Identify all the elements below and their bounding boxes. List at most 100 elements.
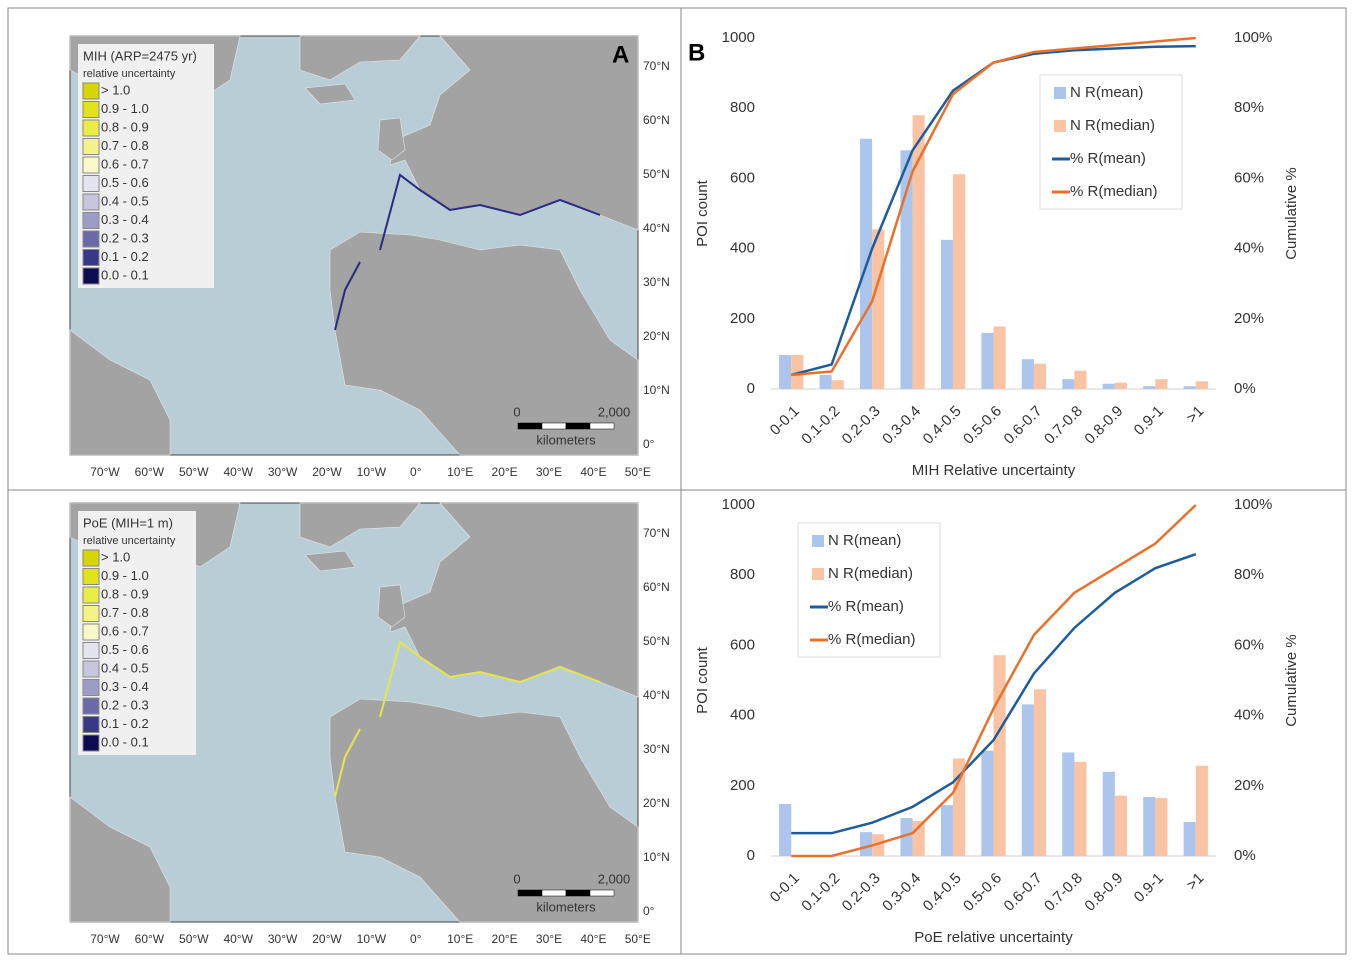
legend-swatch [83, 735, 99, 751]
lon-label: 10°E [447, 932, 473, 946]
legend-label: 0.9 - 1.0 [101, 101, 149, 116]
bar [1022, 704, 1034, 856]
legend-label: 0.9 - 1.0 [101, 568, 149, 583]
legend-title: PoE (MIH=1 m) [83, 515, 173, 530]
lon-label: 50°E [625, 465, 651, 479]
scale-bar [518, 890, 542, 896]
bar [953, 174, 965, 389]
scale-label: kilometers [536, 432, 596, 447]
panel-label: A [612, 41, 629, 68]
y2-tick-label: 100% [1234, 496, 1272, 513]
bar [941, 240, 953, 389]
lat-label: 50°N [643, 167, 670, 181]
lon-label: 30°E [536, 465, 562, 479]
legend-swatch [83, 717, 99, 733]
lat-label: 10°N [643, 383, 670, 397]
legend-subtitle: relative uncertainty [83, 68, 176, 80]
lon-label: 10°W [357, 465, 387, 479]
lon-label: 60°W [135, 932, 165, 946]
legend-label: % R(mean) [1070, 150, 1146, 167]
legend-swatch [83, 569, 99, 585]
scale-bar [590, 423, 614, 429]
legend-swatch [83, 698, 99, 714]
legend-label: 0.0 - 0.1 [101, 734, 149, 749]
scale-bar [542, 890, 566, 896]
lon-label: 40°W [223, 932, 253, 946]
legend-label: N R(median) [828, 565, 913, 582]
y-tick-label: 1000 [722, 496, 755, 513]
x-axis-label: MIH Relative uncertainty [912, 462, 1076, 479]
y2-tick-label: 80% [1234, 566, 1264, 583]
y2-tick-label: 40% [1234, 707, 1264, 724]
lon-label: 50°W [179, 932, 209, 946]
legend-swatch [812, 535, 824, 547]
legend-label: 0.1 - 0.2 [101, 249, 149, 264]
legend-label: 0.4 - 0.5 [101, 660, 149, 675]
scale-bar [518, 423, 542, 429]
y2-axis-label: Cumulative % [1283, 634, 1300, 727]
legend-swatch [83, 250, 99, 266]
lon-label: 70°W [90, 932, 120, 946]
legend-label: 0.6 - 0.7 [101, 623, 149, 638]
legend-label: 0.6 - 0.7 [101, 156, 149, 171]
bar [1034, 689, 1046, 856]
legend-swatch [83, 680, 99, 696]
y-tick-label: 600 [730, 636, 755, 653]
y2-tick-label: 60% [1234, 169, 1264, 186]
legend-swatch [83, 624, 99, 640]
bar [1196, 766, 1208, 856]
legend-swatch [83, 83, 99, 99]
legend-label: % R(median) [828, 631, 916, 648]
y-tick-label: 800 [730, 99, 755, 116]
y2-tick-label: 20% [1234, 777, 1264, 794]
legend-label: % R(median) [1070, 183, 1158, 200]
legend-label: 0.3 - 0.4 [101, 212, 149, 227]
legend-swatch [83, 643, 99, 659]
y2-tick-label: 100% [1234, 29, 1272, 46]
legend-swatch [83, 194, 99, 210]
bar [913, 115, 925, 389]
legend-label: > 1.0 [101, 549, 130, 564]
legend-swatch [83, 176, 99, 192]
lat-label: 50°N [643, 634, 670, 648]
legend-swatch [83, 213, 99, 229]
lon-label: 10°E [447, 465, 473, 479]
y2-axis-label: Cumulative % [1283, 167, 1300, 260]
lat-label: 10°N [643, 850, 670, 864]
scale-label: 2,000 [598, 404, 631, 419]
bar [981, 333, 993, 389]
legend-swatch [83, 661, 99, 677]
legend-swatch [83, 102, 99, 118]
legend-label: N R(mean) [828, 532, 901, 549]
scale-bar [590, 890, 614, 896]
y-axis-label: POI count [694, 646, 711, 714]
legend-label: 0.5 - 0.6 [101, 642, 149, 657]
bar [1155, 379, 1167, 389]
legend-label: 0.7 - 0.8 [101, 138, 149, 153]
lat-label: 40°N [643, 688, 670, 702]
bar [820, 375, 832, 389]
legend-swatch [83, 587, 99, 603]
lat-label: 60°N [643, 580, 670, 594]
legend-subtitle: relative uncertainty [83, 535, 176, 547]
bar [1074, 762, 1086, 856]
bar [860, 832, 872, 856]
legend-label: 0.4 - 0.5 [101, 193, 149, 208]
bar [1022, 359, 1034, 389]
bar [1196, 381, 1208, 389]
scale-label: kilometers [536, 899, 596, 914]
lat-label: 0° [643, 437, 655, 451]
y-tick-label: 600 [730, 169, 755, 186]
legend-label: 0.3 - 0.4 [101, 679, 149, 694]
scale-label: 0 [513, 404, 520, 419]
bar [941, 805, 953, 856]
legend-swatch [1054, 87, 1066, 99]
legend-swatch [1054, 120, 1066, 132]
y-tick-label: 200 [730, 777, 755, 794]
legend-swatch [83, 550, 99, 566]
bar [1062, 752, 1074, 856]
lat-label: 20°N [643, 329, 670, 343]
map: MIH (ARP=2475 yr)relative uncertainty> 1… [70, 36, 670, 479]
y2-tick-label: 40% [1234, 240, 1264, 257]
legend-label: 0.0 - 0.1 [101, 267, 149, 282]
